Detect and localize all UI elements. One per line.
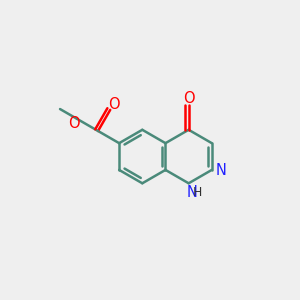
Text: N: N xyxy=(215,163,226,178)
Text: O: O xyxy=(68,116,80,131)
Text: O: O xyxy=(183,92,194,106)
Text: H: H xyxy=(193,186,202,199)
Text: N: N xyxy=(186,185,197,200)
Text: O: O xyxy=(108,97,119,112)
